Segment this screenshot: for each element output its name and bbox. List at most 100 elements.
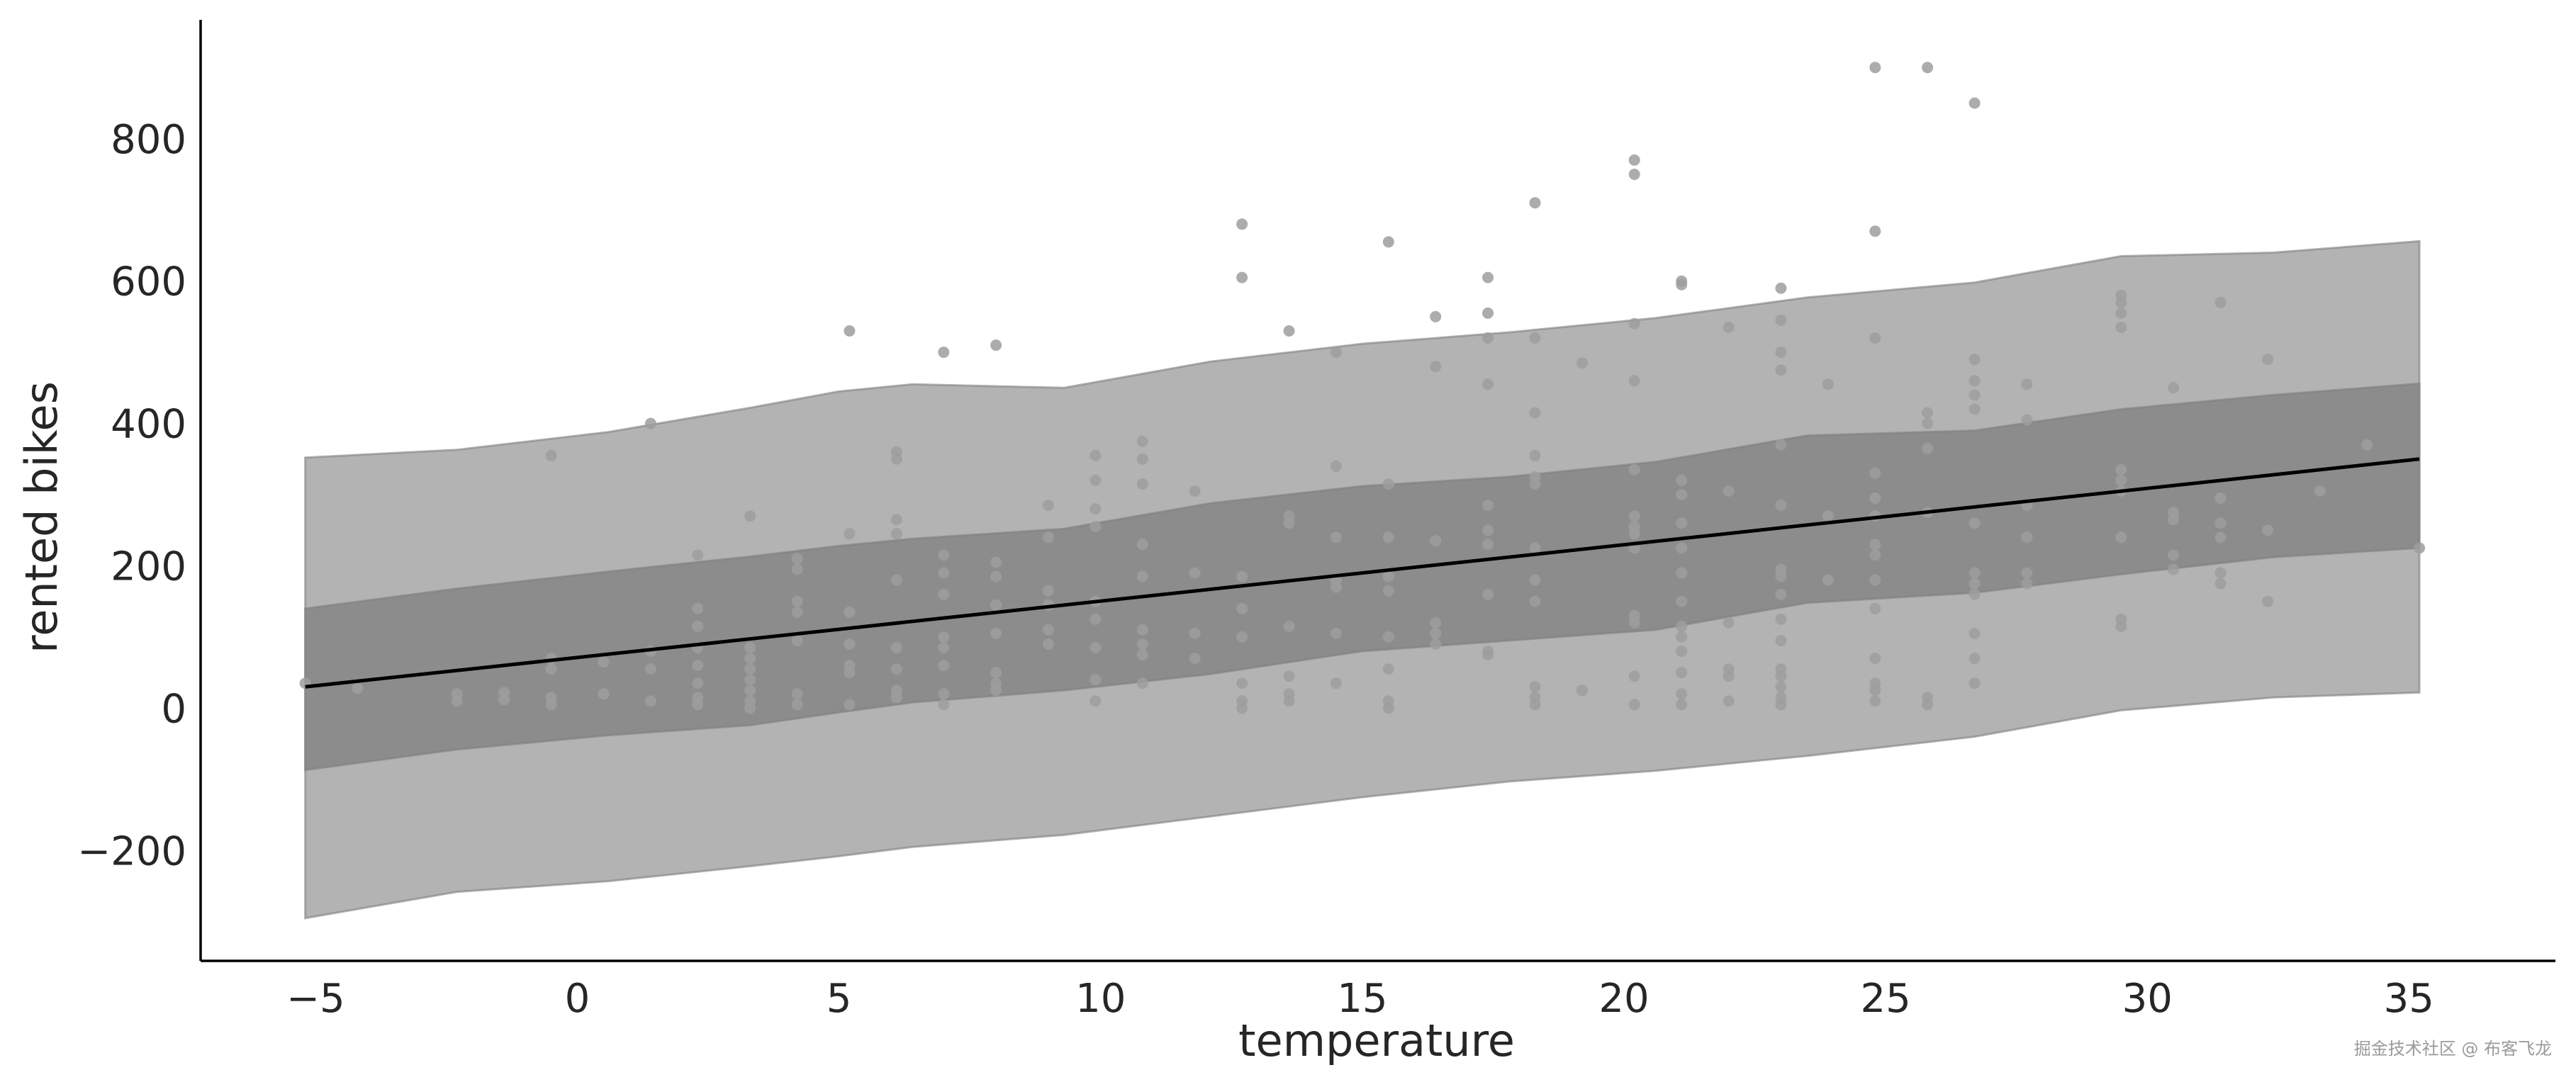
- data-point: [1628, 616, 1640, 629]
- data-point: [2414, 542, 2426, 554]
- data-point: [2214, 296, 2227, 308]
- y-tick-label: 800: [111, 117, 186, 163]
- data-point: [890, 663, 902, 675]
- data-point: [990, 599, 1002, 611]
- data-point: [1283, 695, 1295, 707]
- data-point: [2115, 307, 2127, 319]
- data-point: [1969, 389, 1981, 401]
- data-point: [1136, 570, 1148, 582]
- data-point: [1869, 332, 1881, 344]
- data-point: [2262, 354, 2273, 366]
- data-point: [844, 606, 856, 618]
- data-point: [1628, 169, 1640, 180]
- data-point: [2115, 531, 2127, 544]
- data-point: [1969, 567, 1981, 579]
- data-point: [1430, 627, 1442, 639]
- data-point: [1382, 585, 1394, 597]
- x-tick-label: 5: [827, 976, 852, 1022]
- data-point: [1136, 649, 1148, 660]
- data-point: [1529, 197, 1541, 209]
- x-tick-label: 30: [2122, 976, 2173, 1022]
- x-axis-label: temperature: [1238, 1015, 1515, 1066]
- data-point: [1869, 225, 1881, 237]
- data-point: [1283, 325, 1295, 337]
- data-point: [1330, 581, 1342, 593]
- data-point: [498, 694, 510, 706]
- data-point: [1628, 375, 1640, 387]
- data-point: [1676, 631, 1688, 643]
- data-point: [598, 688, 610, 700]
- data-point: [1676, 699, 1688, 711]
- data-point: [1136, 539, 1148, 551]
- data-point: [844, 528, 856, 540]
- data-point: [2168, 549, 2180, 561]
- data-point: [1482, 649, 1494, 660]
- data-point: [1869, 695, 1881, 707]
- data-point: [1969, 403, 1981, 415]
- credible-bands: [304, 240, 2421, 920]
- data-point: [2115, 620, 2127, 632]
- data-point: [2214, 517, 2227, 529]
- data-point: [2314, 485, 2326, 497]
- data-point: [990, 339, 1002, 351]
- data-point: [1330, 531, 1342, 544]
- data-point: [1236, 271, 1248, 283]
- data-point: [990, 627, 1002, 639]
- data-point: [1430, 535, 1442, 547]
- data-point: [2168, 382, 2180, 394]
- data-point: [990, 556, 1002, 568]
- data-point: [890, 574, 902, 586]
- data-point: [1676, 542, 1688, 554]
- y-tick-label: 600: [111, 259, 186, 305]
- data-point: [2021, 578, 2033, 590]
- data-point: [938, 642, 950, 653]
- data-point: [744, 674, 756, 686]
- data-point: [1382, 663, 1394, 675]
- data-point: [1775, 439, 1787, 451]
- data-point: [352, 682, 364, 694]
- data-point: [938, 588, 950, 600]
- data-point: [1969, 354, 1981, 366]
- x-tick-label: 25: [1860, 976, 1910, 1022]
- x-tick-label: 10: [1075, 976, 1126, 1022]
- data-point: [1330, 460, 1342, 472]
- data-point: [744, 642, 756, 653]
- data-point: [2115, 474, 2127, 486]
- mean-regression-line: [305, 457, 2420, 689]
- data-points: [299, 62, 2426, 714]
- axes: [199, 20, 2555, 962]
- data-point: [2021, 567, 2033, 579]
- data-point: [2214, 492, 2227, 504]
- data-point: [1775, 570, 1787, 582]
- data-point: [1283, 517, 1295, 529]
- y-tick-label: 0: [161, 686, 186, 732]
- data-point: [1676, 667, 1688, 679]
- data-point: [844, 699, 856, 711]
- data-point: [1676, 489, 1688, 500]
- data-point: [1723, 670, 1735, 682]
- data-point: [1969, 517, 1981, 529]
- data-point: [1382, 478, 1394, 490]
- data-point: [1482, 378, 1494, 390]
- data-point: [1775, 670, 1787, 682]
- data-point: [1775, 635, 1787, 646]
- data-point: [1529, 407, 1541, 419]
- data-point: [1922, 417, 1934, 429]
- data-point: [1482, 539, 1494, 551]
- data-point: [791, 699, 803, 711]
- data-point: [1090, 642, 1102, 653]
- data-point: [1482, 500, 1494, 512]
- data-point: [1775, 588, 1787, 600]
- data-point: [938, 549, 950, 561]
- data-point: [1822, 510, 1834, 522]
- data-point: [744, 663, 756, 675]
- data-point: [1042, 531, 1054, 544]
- data-point: [1189, 653, 1201, 665]
- data-point: [844, 325, 856, 337]
- data-point: [1723, 322, 1735, 333]
- data-point: [1236, 218, 1248, 230]
- data-point: [1382, 236, 1394, 248]
- data-point: [1969, 677, 1981, 689]
- data-point: [1482, 307, 1494, 319]
- data-point: [1529, 574, 1541, 586]
